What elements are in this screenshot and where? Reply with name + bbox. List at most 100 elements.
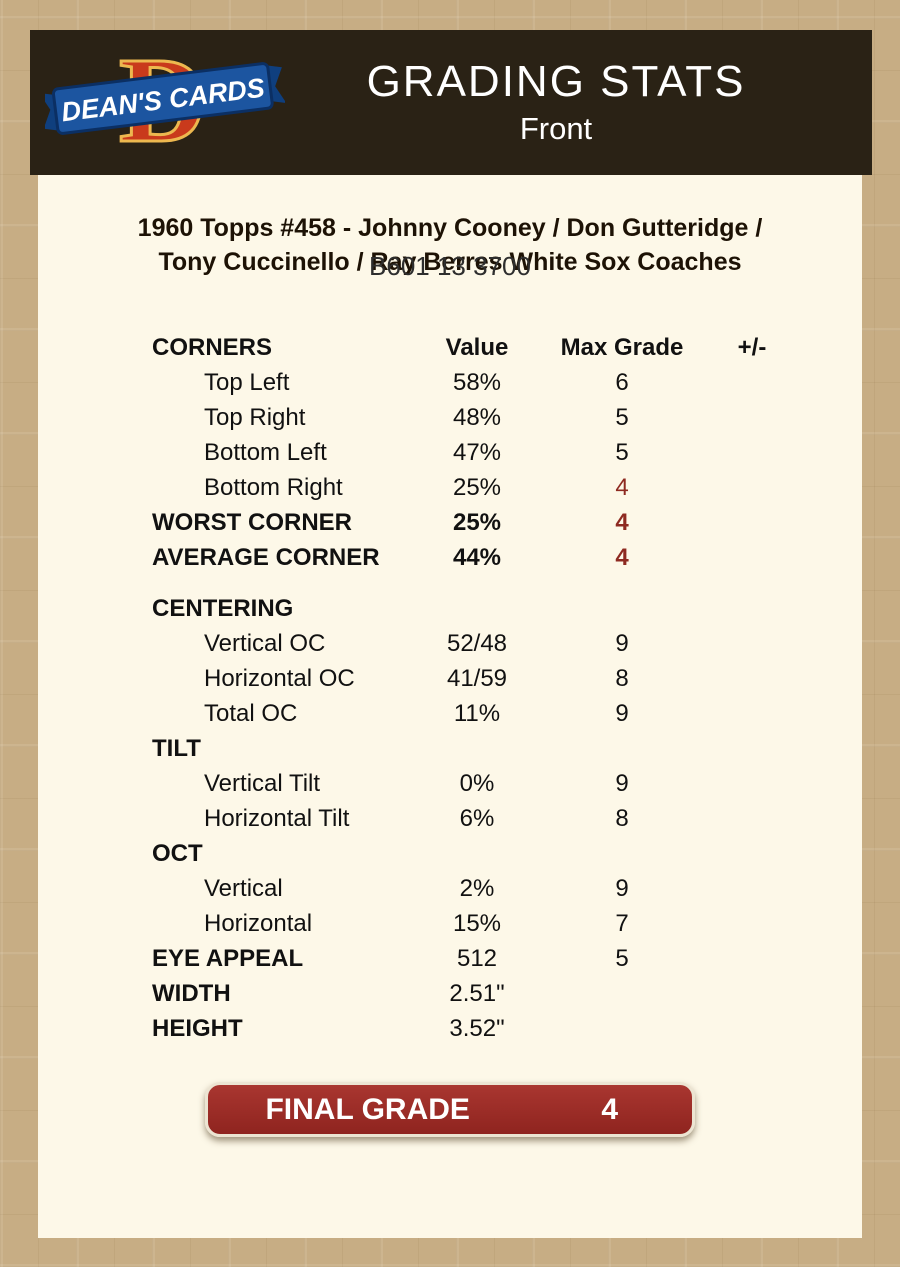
row-max-grade: [552, 976, 692, 1011]
row-value: 44%: [452, 544, 502, 571]
row-label: Total OC: [204, 700, 298, 727]
row-plus-minus: [692, 470, 812, 505]
page-title: GRADING STATS: [366, 57, 746, 107]
row-max-grade: 4: [615, 509, 629, 536]
content-panel: 1960 Topps #458 - Johnny Cooney / Don Gu…: [38, 175, 862, 1238]
row-plus-minus: [692, 976, 812, 1011]
row-label: Vertical OC: [204, 630, 326, 657]
row-plus-minus: [692, 731, 812, 766]
table-row: OCT: [152, 836, 862, 871]
row-value: [402, 591, 552, 626]
table-row: Horizontal OC 41/59 8: [152, 661, 862, 696]
row-value: 6%: [459, 805, 495, 832]
row-max-grade: 9: [615, 630, 629, 657]
row-value: 47%: [452, 439, 502, 466]
column-header-value: Value: [445, 334, 509, 361]
row-value: [402, 836, 552, 871]
header-text-block: GRADING STATS Front: [300, 57, 872, 146]
row-value: 52/48: [446, 630, 508, 657]
row-label: Top Right: [204, 404, 306, 431]
card-serial-number: B601 13 3700: [369, 251, 531, 281]
row-max-grade: 4: [615, 544, 629, 571]
row-max-grade: 8: [615, 665, 629, 692]
table-row: AVERAGE CORNER 44% 4: [152, 540, 862, 575]
row-max-grade: 5: [615, 945, 629, 972]
row-label: CENTERING: [152, 595, 294, 622]
row-max-grade: 4: [615, 474, 629, 501]
row-max-grade: 5: [615, 404, 629, 431]
row-plus-minus: [692, 435, 812, 470]
row-label: WIDTH: [152, 980, 231, 1007]
row-value: 48%: [452, 404, 502, 431]
table-row: WIDTH 2.51": [152, 976, 862, 1011]
row-plus-minus: [692, 1011, 812, 1046]
row-value: 512: [456, 945, 498, 972]
row-plus-minus: [692, 801, 812, 836]
row-plus-minus: [692, 400, 812, 435]
row-value: 41/59: [446, 665, 508, 692]
row-label: Vertical: [204, 875, 283, 902]
table-row: Bottom Right 25% 4: [152, 470, 862, 505]
table-row: Total OC 11% 9: [152, 696, 862, 731]
row-plus-minus: [692, 540, 812, 575]
row-plus-minus: [692, 836, 812, 871]
row-label: Vertical Tilt: [204, 770, 321, 797]
table-row: HEIGHT 3.52": [152, 1011, 862, 1046]
row-value: 58%: [452, 369, 502, 396]
row-max-grade: 9: [615, 875, 629, 902]
table-row: Vertical OC 52/48 9: [152, 626, 862, 661]
row-plus-minus: [692, 941, 812, 976]
table-row: WORST CORNER 25% 4: [152, 505, 862, 540]
row-max-grade: 7: [615, 910, 629, 937]
table-row: Bottom Left 47% 5: [152, 435, 862, 470]
table-row: Top Right 48% 5: [152, 400, 862, 435]
table-row: Vertical 2% 9: [152, 871, 862, 906]
row-max-grade: 9: [615, 770, 629, 797]
row-max-grade: 9: [615, 700, 629, 727]
page-subtitle: Front: [519, 110, 593, 146]
column-header-max-grade: Max Grade: [560, 334, 684, 361]
stats-table-body: Top Left 58% 6 Top Right 48% 5 Bottom Le…: [152, 365, 862, 1046]
row-plus-minus: [692, 906, 812, 941]
row-label: EYE APPEAL: [152, 945, 304, 972]
row-value: 0%: [459, 770, 495, 797]
row-plus-minus: [692, 696, 812, 731]
row-value: 15%: [452, 910, 502, 937]
final-grade-value: 4: [601, 1092, 619, 1126]
row-label: HEIGHT: [152, 1015, 243, 1042]
row-label: TILT: [152, 735, 201, 762]
row-max-grade: [552, 731, 692, 766]
row-plus-minus: [692, 626, 812, 661]
row-label: Horizontal Tilt: [204, 805, 350, 832]
table-header-row: CORNERS Value Max Grade +/-: [152, 330, 862, 365]
row-label: Top Left: [204, 369, 290, 396]
row-plus-minus: [692, 591, 812, 626]
row-max-grade: [552, 1011, 692, 1046]
row-value: [402, 731, 552, 766]
header-bar: D DEAN'S CARDS GRADING STATS Front: [30, 30, 872, 175]
row-value: 2.51": [449, 980, 505, 1007]
table-row: Horizontal 15% 7: [152, 906, 862, 941]
grading-stats-table: CORNERS Value Max Grade +/- Top Left 58%…: [38, 330, 862, 1046]
column-header-plus-minus: +/-: [737, 334, 767, 361]
row-plus-minus: [692, 661, 812, 696]
deans-cards-logo-graphic: D DEAN'S CARDS: [45, 38, 285, 168]
row-value: 25%: [452, 509, 502, 536]
row-value: 2%: [459, 875, 495, 902]
logo-ribbon-banner: [51, 61, 274, 135]
row-max-grade: 8: [615, 805, 629, 832]
table-row: TILT: [152, 731, 862, 766]
row-label: WORST CORNER: [152, 509, 352, 536]
row-label: Horizontal OC: [204, 665, 355, 692]
row-label: Bottom Right: [204, 474, 343, 501]
final-grade-label: FINAL GRADE: [265, 1092, 470, 1126]
row-value: 25%: [452, 474, 502, 501]
section-header-corners: CORNERS: [152, 334, 273, 361]
row-label: AVERAGE CORNER: [152, 544, 380, 571]
deans-cards-logo: D DEAN'S CARDS: [30, 38, 300, 168]
table-row: Vertical Tilt 0% 9: [152, 766, 862, 801]
row-value: 11%: [453, 700, 501, 727]
row-plus-minus: [692, 766, 812, 801]
table-row: Top Left 58% 6: [152, 365, 862, 400]
